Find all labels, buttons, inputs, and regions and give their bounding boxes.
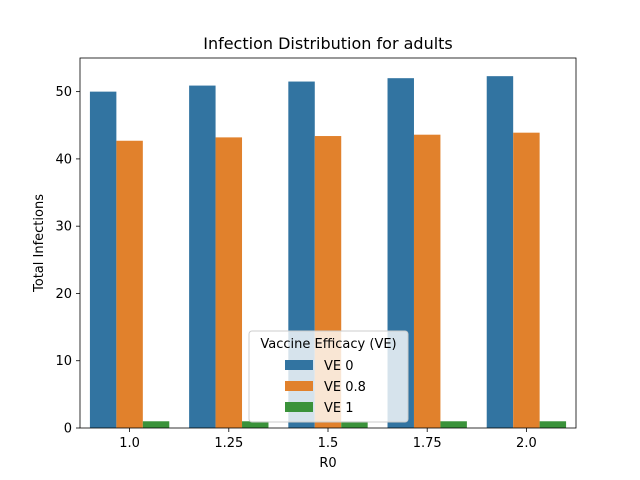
legend-title: Vaccine Efficacy (VE) (260, 337, 396, 352)
legend-swatch (285, 360, 313, 370)
legend-label: VE 0.8 (324, 380, 366, 395)
legend-box (248, 330, 409, 423)
bar-ve-0-1-25 (189, 85, 216, 428)
y-tick-label: 10 (55, 354, 72, 369)
bar-ve-0-8-1-25 (215, 137, 243, 428)
legend-swatch (285, 381, 313, 391)
x-axis-label: R0 (319, 456, 336, 471)
bar-ve-1-1-75 (440, 421, 467, 428)
x-tick-label: 1.75 (413, 436, 442, 451)
y-tick-label: 30 (55, 220, 72, 235)
legend-swatch (285, 402, 313, 412)
legend-label: VE 0 (324, 359, 354, 374)
bar-ve-0-1-0 (89, 91, 117, 429)
bar-ve-1-1-5 (341, 421, 368, 428)
bar-ve-1-1-25 (242, 421, 269, 428)
bar-ve-1-1-0 (142, 421, 170, 428)
x-tick-label: 1.25 (214, 436, 243, 451)
legend-label: VE 1 (324, 401, 354, 416)
y-ticks: 0 10 20 30 40 50 (55, 85, 80, 437)
x-tick-label: 2.0 (516, 436, 537, 451)
y-tick-label: 20 (55, 287, 72, 302)
y-tick-label: 50 (55, 85, 72, 100)
bar-ve-0-8-1-0 (116, 140, 143, 428)
bar-ve-1-2-0 (539, 421, 567, 428)
x-ticks: 1.0 1.25 1.5 1.75 2.0 (119, 428, 537, 451)
y-tick-label: 40 (55, 152, 72, 167)
y-tick-label: 0 (64, 422, 72, 437)
legend: Vaccine Efficacy (VE) VE 0 VE 0.8 VE 1 (248, 330, 409, 423)
x-tick-label: 1.0 (119, 436, 140, 451)
chart-title: Infection Distribution for adults (203, 34, 453, 53)
bar-ve-0-2-0 (486, 76, 514, 428)
x-tick-label: 1.5 (318, 436, 339, 451)
y-axis-label: Total Infections (32, 194, 47, 293)
bar-ve-0-8-2-0 (513, 132, 540, 428)
plot-frame (79, 57, 577, 429)
bar-ve-0-8-1-75 (413, 134, 441, 428)
